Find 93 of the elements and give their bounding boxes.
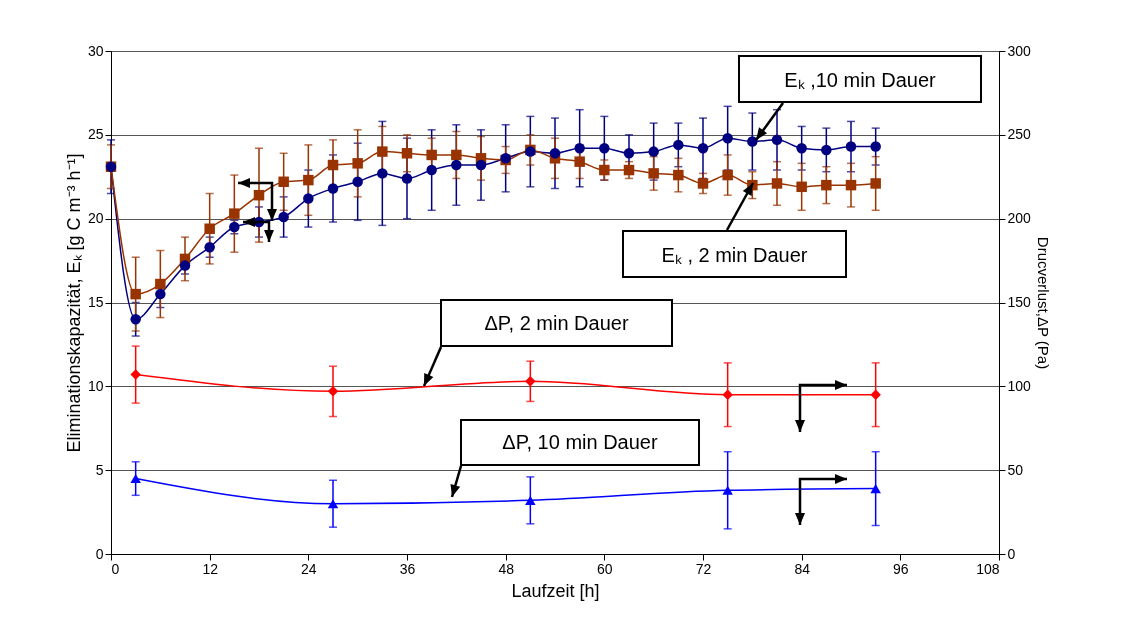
point — [327, 183, 339, 194]
point — [451, 149, 462, 161]
point — [327, 499, 339, 509]
point — [525, 495, 536, 505]
point — [673, 139, 684, 151]
y-tick-label: 0 — [95, 545, 104, 562]
callout-box: Eₖ , 2 min Dauer — [622, 230, 847, 278]
point — [377, 146, 388, 157]
point — [549, 148, 561, 159]
y2-tick-label: 50 — [1007, 461, 1024, 478]
x-tick-label: 12 — [202, 560, 219, 577]
point — [574, 143, 585, 154]
point — [845, 141, 857, 152]
point — [204, 241, 215, 253]
y-axis-title: Eliminationskapazität, Eₖ [g C m⁻³ h⁻¹] — [63, 153, 84, 453]
point — [599, 164, 610, 176]
callout-box: ΔP, 2 min Dauer — [440, 299, 673, 347]
point — [673, 169, 684, 181]
point — [303, 174, 314, 186]
point — [870, 389, 881, 400]
point — [327, 159, 339, 171]
point — [722, 132, 733, 144]
point — [377, 168, 388, 179]
y-tick-label: 5 — [95, 461, 104, 478]
point — [623, 148, 635, 159]
x-tick-label: 0 — [111, 560, 120, 577]
point — [870, 178, 881, 189]
point — [870, 141, 881, 152]
y2-axis-title: Drucverlust,ΔP (Pa) — [1034, 236, 1052, 370]
point — [771, 178, 783, 189]
point — [229, 208, 240, 219]
point — [722, 389, 733, 400]
point — [722, 485, 733, 495]
point — [796, 143, 807, 154]
y2-tick-label: 100 — [1007, 377, 1032, 394]
point — [327, 386, 339, 397]
point — [722, 169, 733, 181]
point — [796, 181, 807, 193]
point — [179, 260, 191, 271]
y2-tick-label: 0 — [1007, 545, 1016, 562]
point — [426, 164, 437, 176]
y-tick-label: 20 — [87, 210, 104, 227]
point — [821, 179, 832, 191]
point — [747, 136, 758, 147]
point — [130, 474, 141, 484]
y2-tick-label: 150 — [1007, 294, 1032, 310]
x-tick-label: 96 — [893, 560, 909, 577]
point — [525, 376, 536, 387]
point — [352, 176, 363, 188]
callout-box: ΔP, 10 min Dauer — [460, 419, 700, 466]
point — [401, 148, 413, 159]
point — [130, 314, 141, 325]
point — [475, 159, 487, 171]
point — [648, 146, 659, 157]
y-tick-label: 10 — [87, 377, 104, 394]
x-tick-label: 72 — [695, 560, 712, 577]
callout-box: Eₖ ,10 min Dauer — [738, 55, 982, 103]
point — [155, 288, 166, 300]
x-tick-label: 24 — [301, 560, 317, 577]
point — [845, 179, 857, 191]
point — [451, 159, 462, 171]
point — [253, 189, 265, 201]
point — [130, 369, 141, 380]
point — [771, 134, 783, 146]
point — [278, 211, 289, 223]
x-tick-label: 108 — [976, 560, 1000, 577]
point — [401, 173, 413, 184]
point — [623, 164, 635, 176]
point — [303, 193, 314, 204]
x-tick-label: 84 — [794, 560, 811, 577]
point — [130, 288, 141, 300]
y-tick-label: 25 — [87, 126, 104, 143]
point — [426, 149, 437, 161]
y2-tick-label: 200 — [1007, 210, 1032, 227]
y-tick-label: 30 — [87, 42, 104, 59]
y-tick-label: 15 — [87, 294, 104, 310]
y2-tick-label: 250 — [1007, 126, 1032, 143]
point — [697, 178, 709, 189]
point — [599, 143, 610, 154]
point — [204, 223, 215, 234]
point — [155, 278, 166, 290]
x-tick-label: 48 — [498, 560, 515, 577]
x-tick-label: 36 — [399, 560, 416, 577]
point — [697, 143, 709, 154]
point — [574, 156, 585, 167]
point — [648, 168, 659, 179]
point — [870, 484, 881, 494]
y2-tick-label: 300 — [1007, 42, 1032, 59]
x-tick-label: 60 — [597, 560, 613, 577]
point — [278, 176, 289, 188]
point — [352, 158, 363, 169]
point — [821, 144, 832, 156]
x-axis-title: Laufzeit [h] — [511, 580, 600, 601]
